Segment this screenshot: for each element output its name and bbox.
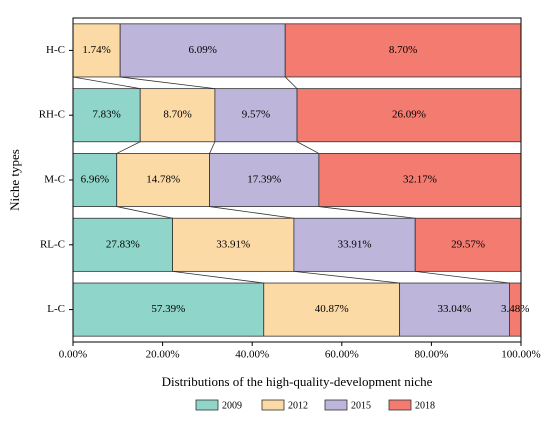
bar-segment xyxy=(72,153,118,207)
y-tick-label: RL-C xyxy=(40,238,65,250)
connector xyxy=(116,206,173,219)
legend-label: 2012 xyxy=(288,400,308,411)
plot-frame xyxy=(72,17,522,343)
x-tick-label: 60.00% xyxy=(325,349,359,361)
data-label: 8.70% xyxy=(389,44,417,56)
legend-label: 2015 xyxy=(351,400,371,411)
connector xyxy=(172,270,264,284)
bar-segment xyxy=(72,217,173,272)
legend-swatch xyxy=(195,399,219,411)
y-tick-label: H-C xyxy=(46,44,65,56)
bar-segment xyxy=(284,23,522,78)
connector xyxy=(120,76,215,90)
data-label: 33.91% xyxy=(338,238,372,250)
bar-segment xyxy=(263,282,401,337)
legend-label: 2018 xyxy=(415,400,435,411)
bar-segment xyxy=(293,217,416,272)
bar-segment xyxy=(414,217,522,272)
bar-segment xyxy=(214,88,298,143)
x-tick-label: 80.00% xyxy=(414,349,448,361)
bar-segment xyxy=(296,88,522,143)
y-tick-label: M-C xyxy=(44,174,65,186)
data-label: 32.17% xyxy=(403,174,437,186)
bar-segment xyxy=(119,23,286,78)
connector xyxy=(209,141,216,154)
x-tick-label: 20.00% xyxy=(146,349,180,361)
y-tick-label: L-C xyxy=(47,303,65,315)
connector xyxy=(415,270,510,284)
connector xyxy=(209,206,294,219)
data-label: 40.87% xyxy=(315,303,349,315)
connector xyxy=(72,76,141,90)
legend-label: 2009 xyxy=(222,400,242,411)
data-label: 29.57% xyxy=(451,238,485,250)
data-label: 6.09% xyxy=(188,44,216,56)
x-tick-label: 100.00% xyxy=(501,349,540,361)
connector xyxy=(318,206,416,219)
data-label: 9.57% xyxy=(242,109,270,121)
data-label: 33.04% xyxy=(438,303,472,315)
data-label: 26.09% xyxy=(392,109,426,121)
connector xyxy=(296,141,320,154)
x-tick-label: 40.00% xyxy=(235,349,269,361)
y-axis-title: Niche types xyxy=(7,149,22,211)
data-label: 27.83% xyxy=(106,238,140,250)
connector xyxy=(293,270,400,284)
legend-swatch xyxy=(388,399,412,411)
bar-segment xyxy=(209,153,320,207)
legend-swatch xyxy=(261,399,285,411)
y-tick-label: RH-C xyxy=(39,109,65,121)
x-tick-label: 0.00% xyxy=(59,349,87,361)
bar-segment xyxy=(318,153,522,207)
data-label: 6.96% xyxy=(81,174,109,186)
bar-segment xyxy=(172,217,295,272)
data-label: 17.39% xyxy=(247,174,281,186)
x-axis-title: Distributions of the high-quality-develo… xyxy=(162,374,433,389)
data-label: 1.74% xyxy=(82,44,110,56)
data-label: 3.48% xyxy=(501,303,529,315)
data-label: 14.78% xyxy=(146,174,180,186)
bar-segment xyxy=(116,153,210,207)
data-label: 33.91% xyxy=(216,238,250,250)
data-label: 8.70% xyxy=(163,109,191,121)
bar-segment xyxy=(72,282,265,337)
connector xyxy=(116,141,141,154)
bar-segment xyxy=(399,282,510,337)
connector xyxy=(284,76,298,89)
data-label: 7.83% xyxy=(92,109,120,121)
legend-swatch xyxy=(324,399,348,411)
data-label: 57.39% xyxy=(151,303,185,315)
